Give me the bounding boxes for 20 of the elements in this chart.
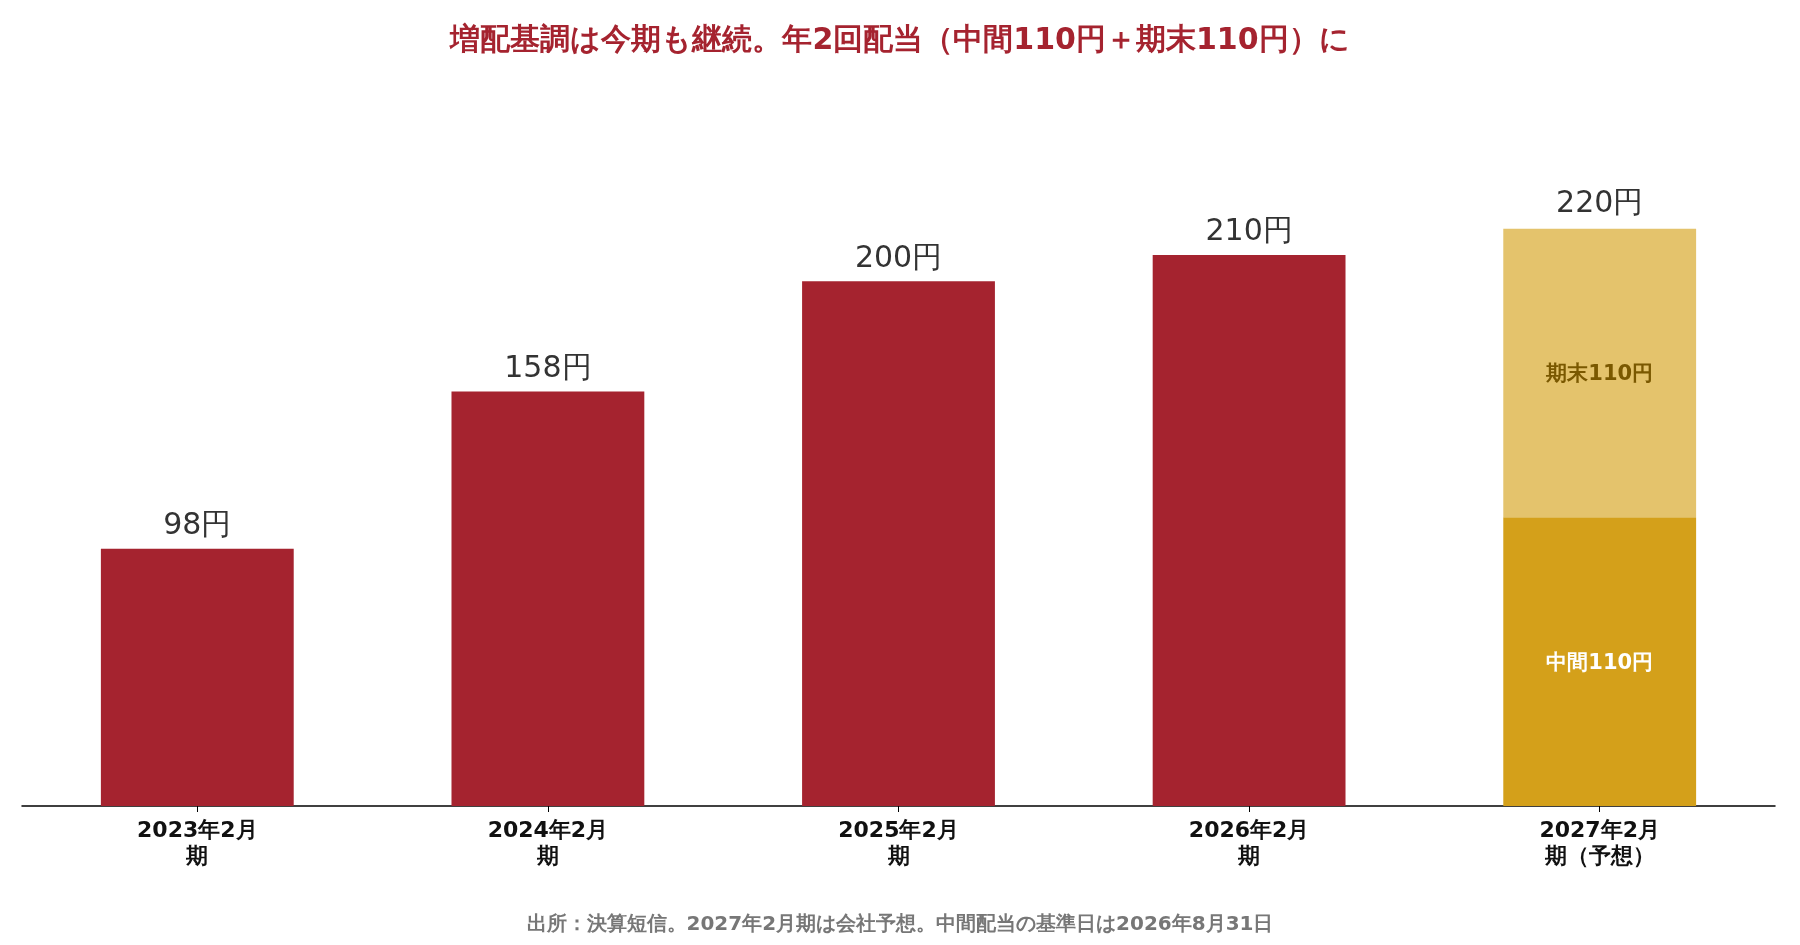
text: 出所：決算短信。2027年2月期は会社予想。中間配当の基準日は2026年8月31日 [526, 911, 1274, 935]
data-label: 210円 [1205, 212, 1293, 248]
bar [451, 391, 645, 806]
data-label: 200円 [854, 238, 943, 274]
data-label: 158円 [504, 348, 592, 384]
bar [100, 548, 294, 806]
total-label: 220円 [1556, 184, 1644, 220]
chart-title: 増配基調は今期も継続。年2回配当（中間110円＋期末110円）に [449, 20, 1350, 56]
data-label: 98円 [163, 506, 232, 542]
data-label: 期末110円 [1545, 361, 1654, 386]
bar [1503, 517, 1697, 806]
x-tick-label: 2026年2月期 [1188, 816, 1310, 868]
bar [1152, 254, 1346, 806]
x-tick-label: 2023年2月期 [137, 816, 258, 868]
x-tick-label: 2027年2月期（予想） [1539, 816, 1660, 868]
data-label: 中間110円 [1546, 649, 1654, 674]
bar [1503, 228, 1697, 518]
x-tick-label: 2025年2月期 [838, 816, 959, 868]
bar [802, 281, 995, 806]
x-tick-label: 2024年2月期 [487, 816, 609, 868]
